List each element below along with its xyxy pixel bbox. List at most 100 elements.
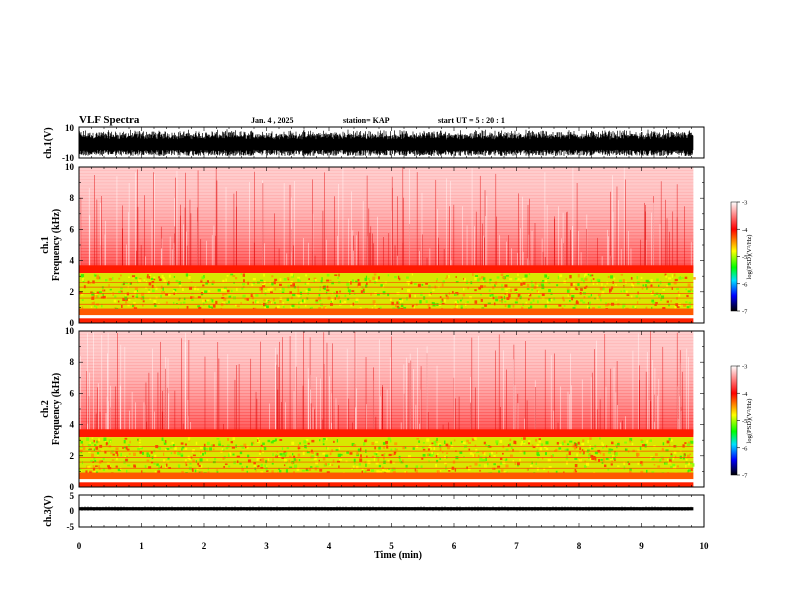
spectrogram-cell xyxy=(176,302,178,305)
spectrogram-cell xyxy=(469,465,472,468)
spectrogram-cell xyxy=(102,293,104,297)
spectrogram-cell xyxy=(517,273,519,277)
spectrogram-cell xyxy=(165,301,168,304)
spectrogram-cell xyxy=(676,306,680,309)
spectrogram-cell xyxy=(88,449,91,452)
spectrogram-band xyxy=(79,265,694,274)
spectrogram-cell xyxy=(121,305,123,308)
spectrogram-cell xyxy=(174,446,177,450)
spectrogram-cell xyxy=(537,284,541,288)
spectrogram-cell xyxy=(398,277,401,281)
spectrogram-band xyxy=(79,380,694,385)
spectrogram-cell xyxy=(456,305,458,308)
spectrogram-cell xyxy=(98,438,101,442)
spectrogram-cell xyxy=(641,462,644,466)
spectrogram-cell xyxy=(499,461,503,465)
spectrogram-cell xyxy=(445,294,448,297)
spectrogram-cell xyxy=(314,467,318,471)
spectrogram-cell xyxy=(402,446,405,450)
spectrogram-cell xyxy=(310,306,313,310)
spectrogram-cell xyxy=(401,288,403,290)
spectrogram-cell xyxy=(494,295,498,299)
spectrogram-cell xyxy=(556,441,559,445)
spectrogram-cell xyxy=(188,286,193,290)
spectrogram-cell xyxy=(632,285,635,289)
spectrogram-cell xyxy=(231,289,233,293)
spectrogram-cell xyxy=(622,306,625,309)
spectrogram-cell xyxy=(688,301,692,304)
spectrogram-band xyxy=(79,424,694,429)
spectrogram-cell xyxy=(232,437,236,440)
spectrogram-cell xyxy=(117,300,120,303)
spectrogram-cell xyxy=(223,293,227,296)
spectrogram-cell xyxy=(206,458,208,462)
spectrogram-cell xyxy=(600,298,602,302)
spectrogram-cell xyxy=(686,306,690,309)
spectrogram-cell xyxy=(274,288,277,291)
spectrogram-cell xyxy=(556,284,559,287)
spectrogram-cell xyxy=(442,280,445,284)
spectrogram-cell xyxy=(120,287,123,290)
spectrogram-cell xyxy=(281,291,285,294)
time-tick-label: 4 xyxy=(327,541,332,551)
spectrogram-cell xyxy=(322,452,326,455)
spectrogram-cell xyxy=(141,470,143,473)
spectrogram-cell xyxy=(383,469,386,472)
spectrogram-cell xyxy=(211,283,214,285)
spectrogram-cell xyxy=(515,297,519,301)
spectrogram-cell xyxy=(199,446,203,449)
spectrogram-cell xyxy=(502,452,504,455)
spectrogram-cell xyxy=(200,455,202,458)
spectrogram-cell xyxy=(242,273,246,277)
spectrogram-cell xyxy=(315,465,319,468)
spectrogram-cell xyxy=(167,457,170,460)
spectrogram-cell xyxy=(331,281,334,285)
spectrogram-band xyxy=(79,387,694,391)
spectrogram-cell xyxy=(585,449,588,452)
spectrogram-cell xyxy=(446,446,450,450)
spectrogram-cell xyxy=(441,283,444,287)
spectrogram-cell xyxy=(454,468,457,472)
spectrogram-cell xyxy=(501,288,504,291)
spectrogram-cell xyxy=(149,297,152,300)
spectrogram-cell xyxy=(435,455,438,458)
spectrogram-cell xyxy=(431,451,434,455)
spectrogram-cell xyxy=(472,273,474,277)
spectrogram-cell xyxy=(659,293,661,296)
spectrogram-cell xyxy=(665,461,668,465)
spectrogram-cell xyxy=(211,299,214,303)
spectrogram-cell xyxy=(350,281,352,285)
spectrogram-cell xyxy=(205,448,209,451)
spectrogram-cell xyxy=(223,289,227,292)
spectrogram-cell xyxy=(274,438,277,442)
spectrogram-cell xyxy=(664,273,667,276)
spectrogram-cell xyxy=(686,294,689,298)
spectrogram-cell xyxy=(520,443,522,446)
spectrogram-cell xyxy=(365,469,368,472)
spectrogram-cell xyxy=(536,300,539,304)
spectrogram-cell xyxy=(451,291,454,294)
spectrogram-cell xyxy=(581,443,584,446)
spectrogram-cell xyxy=(93,457,96,460)
spectrogram-cell xyxy=(197,296,201,299)
spectrogram-cell xyxy=(569,274,572,279)
spectrogram-cell xyxy=(281,457,284,459)
spectrogram-cell xyxy=(640,461,643,465)
spectrogram-cell xyxy=(396,301,400,305)
spectrogram-cell xyxy=(172,289,175,293)
spectrogram-cell xyxy=(522,282,526,285)
spectrogram-cell xyxy=(259,287,262,291)
spectrogram-cell xyxy=(563,280,566,284)
spectrogram-cell xyxy=(122,297,126,302)
spectrogram-cell xyxy=(163,279,167,283)
ch3-waveform-trace xyxy=(79,507,694,511)
spectrogram-cell xyxy=(304,282,307,285)
spectrogram-cell xyxy=(256,457,260,461)
spectrogram-band xyxy=(79,173,694,177)
spectrogram-cell xyxy=(180,453,184,456)
spectrogram-cell xyxy=(439,296,442,298)
spectrogram-cell xyxy=(525,301,528,304)
spectrogram-cell xyxy=(251,441,255,445)
spectrogram-cell xyxy=(275,455,279,459)
